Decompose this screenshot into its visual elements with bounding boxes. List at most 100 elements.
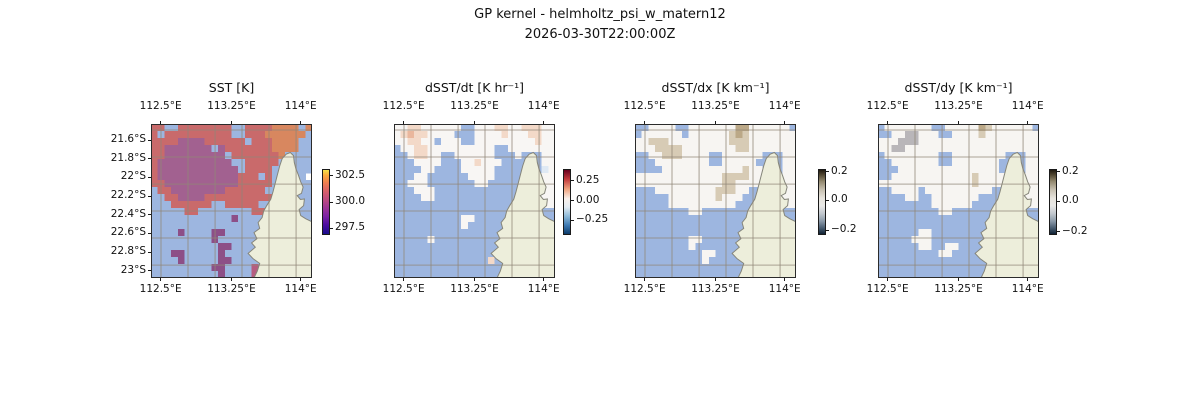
x-tick-mark <box>300 278 302 281</box>
colorbar-tick-label: 302.5 <box>335 168 366 181</box>
colorbar-tick-mark <box>330 227 333 229</box>
colorbar-tick-mark <box>826 171 829 173</box>
x-tick-mark <box>474 278 475 281</box>
colorbar-sst <box>322 169 330 235</box>
x-tick-label-top: 114°E <box>527 100 560 112</box>
y-tick-mark <box>148 158 151 160</box>
colorbar-dsst-dt <box>563 169 571 235</box>
y-tick-label: 22.8°S <box>110 245 146 258</box>
x-tick-mark <box>403 278 405 281</box>
y-tick-label: 22°S <box>120 170 146 183</box>
panel-title-dsst-dx: dSST/dx [K km⁻¹] <box>661 80 770 95</box>
panel-title-sst: SST [K] <box>208 80 255 95</box>
y-tick-label: 22.6°S <box>110 226 146 239</box>
colorbar-tick-mark <box>1057 231 1060 233</box>
x-tick-mark <box>784 278 786 281</box>
y-tick-mark <box>148 232 151 234</box>
x-tick-label-top: 114°E <box>284 100 317 112</box>
x-tick-label-bottom: 114°E <box>1011 283 1044 295</box>
x-tick-label-bottom: 113.25°E <box>934 283 983 295</box>
y-tick-label: 23°S <box>120 263 146 276</box>
x-tick-label-top: 112.5°E <box>866 100 909 112</box>
y-tick-label: 22.4°S <box>110 207 146 220</box>
figure-subtitle: 2026-03-30T22:00:00Z <box>524 27 676 42</box>
x-tick-mark <box>231 121 232 124</box>
x-tick-mark <box>474 121 475 124</box>
y-tick-mark <box>148 214 151 216</box>
colorbar-tick-mark <box>571 180 574 182</box>
colorbar-tick-mark <box>826 199 829 201</box>
x-tick-label-bottom: 112.5°E <box>623 283 666 295</box>
x-tick-mark <box>543 278 545 281</box>
colorbar-tick-label: 0.0 <box>831 193 848 206</box>
colorbar-tick-mark <box>1057 200 1060 202</box>
x-tick-label-bottom: 113.25°E <box>450 283 499 295</box>
x-tick-label-top: 112.5°E <box>623 100 666 112</box>
map-dsst-dy <box>878 124 1039 278</box>
y-tick-label: 21.6°S <box>110 133 146 146</box>
colorbar-tick-label: 0.25 <box>576 173 600 186</box>
colorbar-tick-mark <box>571 200 574 202</box>
x-tick-label-bottom: 113.25°E <box>691 283 740 295</box>
x-tick-mark <box>644 121 646 124</box>
colorbar-dsst-dx <box>818 169 826 235</box>
x-tick-label-top: 113.25°E <box>691 100 740 112</box>
colorbar-dsst-dy <box>1049 169 1057 235</box>
colorbar-tick-label: 0.00 <box>576 193 600 206</box>
x-tick-label-top: 114°E <box>1011 100 1044 112</box>
x-tick-mark <box>887 121 889 124</box>
x-tick-label-top: 112.5°E <box>139 100 182 112</box>
colorbar-tick-label: 0.0 <box>1062 194 1079 207</box>
x-tick-mark <box>160 278 162 281</box>
x-tick-label-bottom: 112.5°E <box>139 283 182 295</box>
colorbar-tick-label: −0.25 <box>576 213 609 226</box>
x-tick-mark <box>160 121 162 124</box>
map-dsst-dt <box>394 124 555 278</box>
colorbar-tick-label: −0.2 <box>1062 224 1088 237</box>
y-tick-mark <box>148 251 151 253</box>
x-tick-mark <box>1027 121 1029 124</box>
panel-title-dsst-dy: dSST/dy [K km⁻¹] <box>904 80 1013 95</box>
colorbar-tick-mark <box>1057 171 1060 173</box>
map-sst <box>151 124 312 278</box>
y-tick-mark <box>148 176 151 178</box>
x-tick-label-top: 113.25°E <box>934 100 983 112</box>
x-tick-label-bottom: 114°E <box>527 283 560 295</box>
y-tick-label: 22.2°S <box>110 189 146 202</box>
x-tick-label-bottom: 113.25°E <box>207 283 256 295</box>
colorbar-tick-label: 0.2 <box>831 164 848 177</box>
x-tick-label-top: 112.5°E <box>382 100 425 112</box>
x-tick-mark <box>300 121 302 124</box>
x-tick-label-bottom: 112.5°E <box>382 283 425 295</box>
figure-title: GP kernel - helmholtz_psi_w_matern12 <box>474 7 726 22</box>
x-tick-label-top: 113.25°E <box>207 100 256 112</box>
x-tick-label-bottom: 114°E <box>768 283 801 295</box>
colorbar-tick-label: 0.2 <box>1062 164 1079 177</box>
panel-title-dsst-dt: dSST/dt [K hr⁻¹] <box>424 80 525 95</box>
y-tick-mark <box>148 139 151 141</box>
x-tick-mark <box>784 121 786 124</box>
x-tick-label-top: 113.25°E <box>450 100 499 112</box>
map-dsst-dx <box>635 124 796 278</box>
x-tick-mark <box>644 278 646 281</box>
colorbar-tick-label: −0.2 <box>831 223 857 236</box>
x-tick-mark <box>887 278 889 281</box>
x-tick-mark <box>403 121 405 124</box>
colorbar-tick-label: 297.5 <box>335 221 366 234</box>
x-tick-mark <box>1027 278 1029 281</box>
colorbar-tick-mark <box>826 229 829 231</box>
colorbar-tick-mark <box>330 175 333 177</box>
y-tick-label: 21.8°S <box>110 151 146 164</box>
x-tick-mark <box>958 278 959 281</box>
colorbar-tick-mark <box>571 219 574 221</box>
y-tick-mark <box>148 270 151 272</box>
x-tick-label-bottom: 114°E <box>284 283 317 295</box>
colorbar-tick-mark <box>330 201 333 203</box>
x-tick-mark <box>543 121 545 124</box>
x-tick-mark <box>715 278 716 281</box>
x-tick-label-bottom: 112.5°E <box>866 283 909 295</box>
x-tick-mark <box>958 121 959 124</box>
x-tick-label-top: 114°E <box>768 100 801 112</box>
colorbar-tick-label: 300.0 <box>335 195 366 207</box>
